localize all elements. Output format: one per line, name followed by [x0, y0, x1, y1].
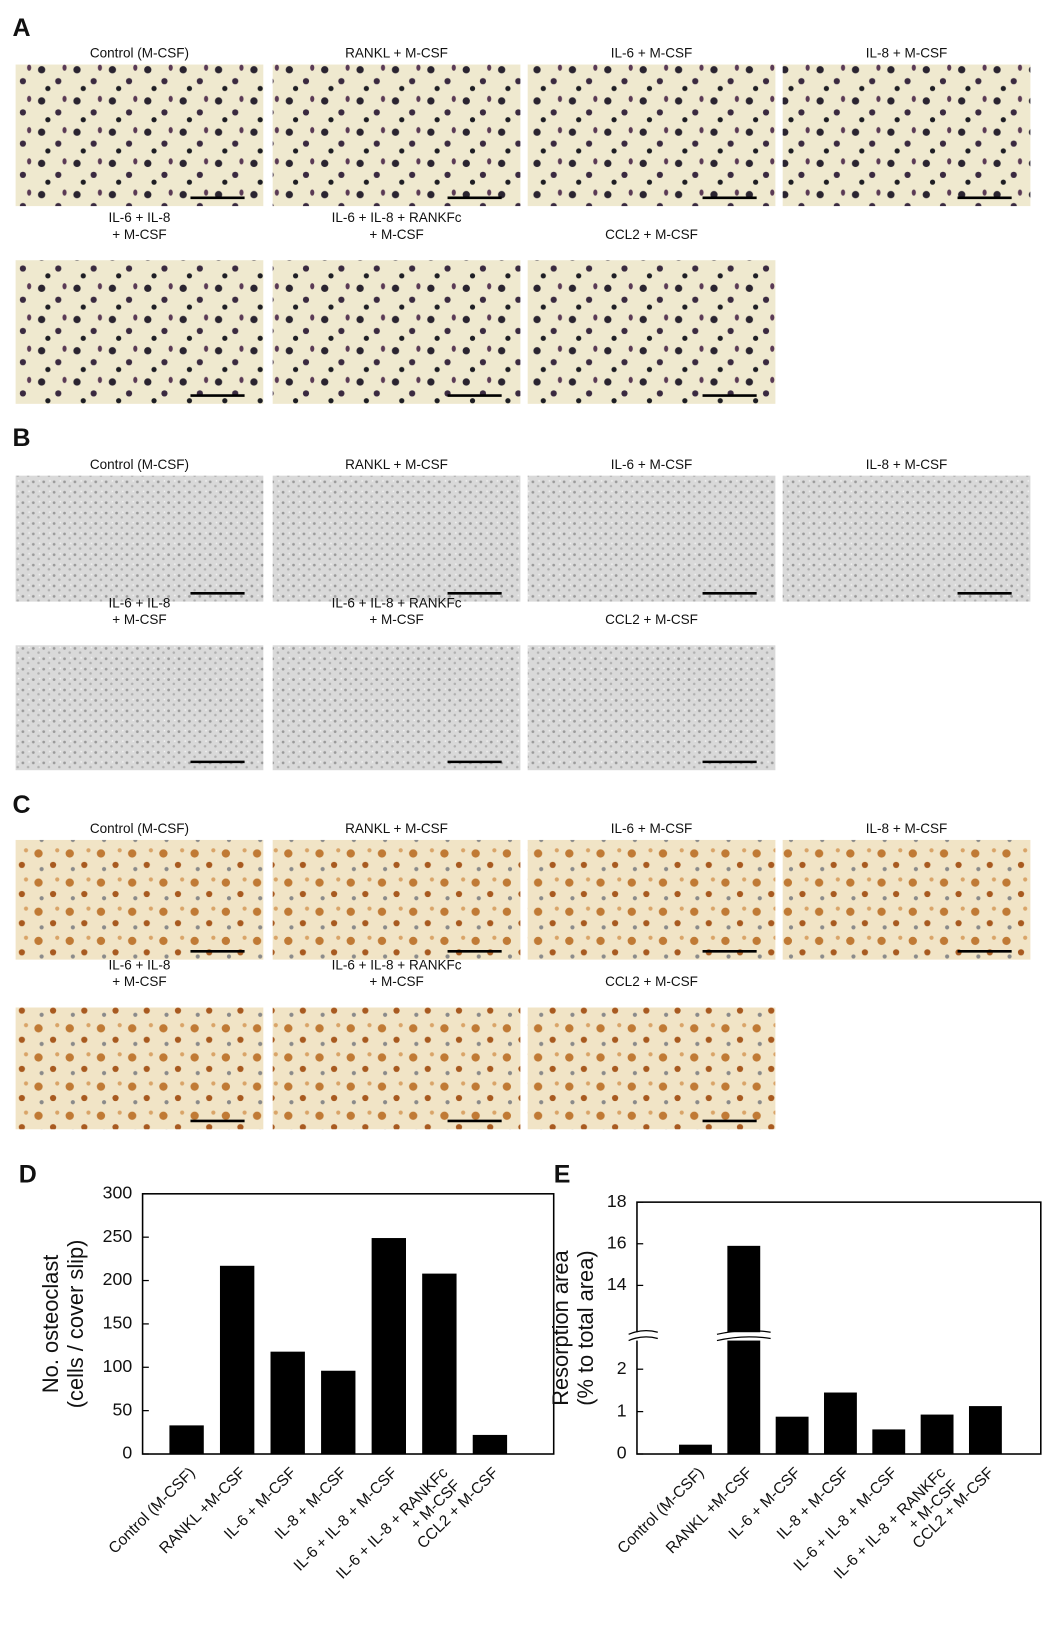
micrograph — [527, 475, 776, 602]
bar — [679, 1444, 712, 1455]
y-tick-label: 14 — [607, 1274, 627, 1294]
caption: IL-8 + M-CSF — [866, 46, 947, 61]
micrograph — [782, 475, 1031, 602]
micrograph — [272, 1007, 521, 1130]
micrograph — [15, 839, 264, 960]
caption: IL-6 + IL-8 + RANKFc — [332, 595, 462, 610]
caption: + M-CSF — [112, 612, 166, 627]
y-tick-label: 300 — [103, 1182, 133, 1202]
caption: + M-CSF — [112, 227, 166, 242]
micrograph — [15, 475, 264, 602]
caption: IL-6 + IL-8 + RANKFc — [332, 957, 462, 972]
caption: CCL2 + M-CSF — [605, 612, 698, 627]
caption: + M-CSF — [369, 227, 423, 242]
bar — [371, 1238, 406, 1455]
caption: IL-6 + IL-8 — [108, 210, 170, 225]
caption: + M-CSF — [112, 974, 166, 989]
caption: Control (M-CSF) — [90, 821, 189, 836]
x-tick-label: RANKL +M-CSF — [663, 1464, 756, 1557]
panel-letter: A — [12, 14, 30, 42]
bar — [321, 1370, 356, 1455]
y-tick-label: 0 — [617, 1443, 627, 1463]
bar — [727, 1245, 761, 1455]
micrograph — [15, 645, 264, 771]
caption: IL-6 + M-CSF — [611, 457, 692, 472]
caption: + M-CSF — [369, 974, 423, 989]
caption: IL-6 + IL-8 — [108, 595, 170, 610]
panel-letter: D — [19, 1161, 37, 1189]
caption: RANKL + M-CSF — [345, 46, 448, 61]
micrograph — [272, 260, 521, 404]
y-axis-label: Resorption area — [548, 1250, 573, 1406]
x-tick-label: RANKL +M-CSF — [156, 1464, 249, 1557]
y-tick-label: 200 — [103, 1269, 133, 1289]
bar — [775, 1416, 809, 1455]
caption: IL-6 + M-CSF — [611, 821, 692, 836]
bar — [872, 1429, 906, 1455]
y-tick-label: 1 — [617, 1400, 627, 1420]
panel-letter: E — [554, 1161, 571, 1189]
bar — [472, 1434, 508, 1455]
bar — [270, 1351, 305, 1455]
caption: Control (M-CSF) — [90, 457, 189, 472]
caption: Control (M-CSF) — [90, 46, 189, 61]
y-tick-label: 250 — [103, 1226, 133, 1246]
y-axis-label: (cells / cover slip) — [63, 1240, 88, 1409]
micrograph — [272, 475, 521, 602]
y-tick-label: 100 — [103, 1356, 133, 1376]
y-axis-label: (% to total area) — [573, 1250, 598, 1405]
bar — [824, 1392, 857, 1455]
micrograph — [15, 1007, 264, 1130]
y-axis-label: No. osteoclast — [38, 1255, 63, 1393]
micrograph — [527, 64, 776, 207]
axis-break-mark — [716, 1329, 771, 1335]
y-tick-label: 150 — [103, 1313, 133, 1333]
x-tick-label: Control (M-CSF) — [614, 1464, 707, 1557]
caption: + M-CSF — [369, 612, 423, 627]
caption: IL-6 + IL-8 — [108, 957, 170, 972]
micrograph — [15, 64, 264, 207]
axis-break-mark — [628, 1336, 658, 1342]
caption: RANKL + M-CSF — [345, 457, 448, 472]
caption: IL-6 + IL-8 + RANKFc — [332, 210, 462, 225]
micrograph — [527, 645, 776, 771]
caption: RANKL + M-CSF — [345, 821, 448, 836]
micrograph — [272, 839, 521, 960]
micrograph — [272, 64, 521, 207]
axis-break-mark — [628, 1329, 658, 1335]
bar — [219, 1265, 255, 1455]
bar — [169, 1425, 204, 1455]
y-tick-label: 0 — [122, 1443, 132, 1463]
caption: CCL2 + M-CSF — [605, 227, 698, 242]
y-tick-label: 2 — [617, 1358, 627, 1378]
x-tick-label: Control (M-CSF) — [106, 1464, 199, 1557]
micrograph — [782, 64, 1031, 207]
axis-break-mark — [716, 1336, 771, 1342]
bar — [968, 1406, 1002, 1455]
caption: IL-8 + M-CSF — [866, 821, 947, 836]
y-tick-label: 16 — [607, 1232, 627, 1252]
caption: IL-8 + M-CSF — [866, 457, 947, 472]
micrograph — [527, 260, 776, 404]
micrograph — [15, 260, 264, 404]
caption: IL-6 + M-CSF — [611, 46, 692, 61]
panel-letter: B — [12, 424, 30, 452]
bar — [920, 1414, 954, 1455]
micrograph — [782, 839, 1031, 960]
micrograph — [527, 1007, 776, 1130]
micrograph — [527, 839, 776, 960]
micrograph — [272, 645, 521, 771]
y-tick-label: 18 — [607, 1191, 627, 1211]
bar — [422, 1273, 457, 1455]
caption: CCL2 + M-CSF — [605, 974, 698, 989]
panel-letter: C — [12, 791, 30, 819]
y-tick-label: 50 — [112, 1399, 132, 1419]
